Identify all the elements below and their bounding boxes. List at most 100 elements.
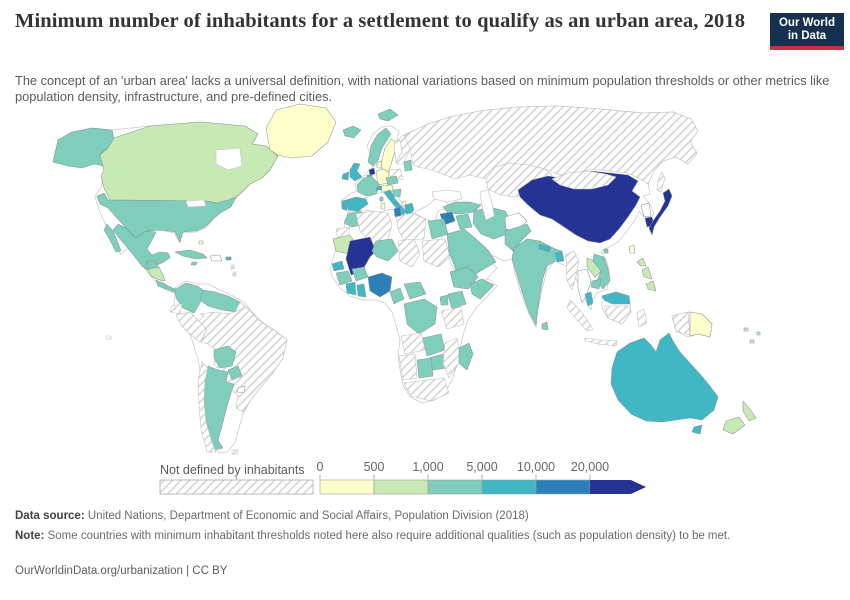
region-chad[interactable] <box>397 238 421 268</box>
region-south-africa[interactable] <box>403 377 450 402</box>
region-galapagos[interactable] <box>105 335 112 340</box>
region-mexico[interactable] <box>112 223 171 272</box>
region-somalia[interactable] <box>469 278 495 300</box>
region-senegal[interactable] <box>331 260 345 272</box>
region-malaysia-borneo[interactable] <box>601 291 631 305</box>
region-lesser-antilles[interactable] <box>230 264 237 277</box>
region-baja-california[interactable] <box>103 223 122 253</box>
region-tanzania[interactable] <box>440 306 465 330</box>
region-niger[interactable] <box>371 238 399 262</box>
region-kenya[interactable] <box>447 290 467 310</box>
legend-nodata-swatch[interactable] <box>159 479 314 495</box>
region-croatia-slovenia[interactable] <box>392 188 402 198</box>
region-papua-new-guinea[interactable] <box>689 311 713 338</box>
region-mali[interactable] <box>345 236 377 276</box>
region-sakhalin[interactable] <box>656 171 666 193</box>
region-jamaica[interactable] <box>190 261 198 266</box>
region-ecuador[interactable] <box>169 303 183 315</box>
region-philippines[interactable] <box>636 257 657 292</box>
region-nicaragua[interactable] <box>147 266 166 282</box>
region-saudi-arabia[interactable] <box>446 228 497 280</box>
region-mozambique[interactable] <box>442 337 462 379</box>
region-australia[interactable] <box>610 332 719 423</box>
region-north-korea[interactable] <box>640 202 652 218</box>
legend-swatch-3[interactable] <box>481 479 537 495</box>
region-chile[interactable] <box>197 361 217 453</box>
region-nepal[interactable] <box>538 243 552 253</box>
region-pakistan[interactable] <box>504 223 532 252</box>
region-ireland[interactable] <box>341 171 350 181</box>
region-japan[interactable] <box>648 188 673 236</box>
region-cote-divoire[interactable] <box>345 281 357 296</box>
region-czechia-slovakia[interactable] <box>385 175 399 186</box>
region-west-papua[interactable] <box>671 311 691 336</box>
region-sudan[interactable] <box>421 238 451 268</box>
region-norway[interactable] <box>367 127 392 167</box>
region-bangladesh[interactable] <box>554 250 565 263</box>
region-indonesia-borneo[interactable] <box>603 305 632 325</box>
owid-logo[interactable]: Our World in Data <box>770 13 844 50</box>
region-iceland[interactable] <box>342 125 362 139</box>
region-uganda[interactable] <box>439 294 449 306</box>
region-uruguay[interactable] <box>236 385 246 394</box>
region-pacific-islands[interactable] <box>743 327 761 344</box>
region-botswana[interactable] <box>416 357 434 379</box>
region-india[interactable] <box>511 238 562 326</box>
region-ghana[interactable] <box>356 283 367 298</box>
region-netherlands[interactable] <box>368 167 376 176</box>
region-peru[interactable] <box>175 311 208 343</box>
region-tunisia[interactable] <box>393 206 402 218</box>
region-falkland-islands[interactable] <box>231 449 239 455</box>
region-tasmania[interactable] <box>691 424 703 435</box>
region-paraguay[interactable] <box>227 365 243 381</box>
region-hainan[interactable] <box>603 248 609 254</box>
legend-swatch-5[interactable] <box>590 480 646 494</box>
region-madagascar[interactable] <box>458 342 474 371</box>
region-colombia[interactable] <box>174 282 204 314</box>
region-new-zealand-south[interactable] <box>722 416 746 435</box>
region-java[interactable] <box>584 337 618 347</box>
region-sardinia[interactable] <box>380 202 386 210</box>
region-puerto-rico[interactable] <box>225 256 232 261</box>
region-namibia[interactable] <box>398 353 418 381</box>
region-mongolia[interactable] <box>551 170 617 190</box>
region-dr-congo[interactable] <box>403 298 438 335</box>
legend-swatch-2[interactable] <box>427 479 483 495</box>
region-baltic-states[interactable] <box>403 159 413 172</box>
legend-swatch-4[interactable] <box>535 479 591 495</box>
region-corsica[interactable] <box>379 196 384 202</box>
region-central-african-republic[interactable] <box>403 281 427 300</box>
region-argentina[interactable] <box>203 365 235 451</box>
region-cambodia[interactable] <box>590 278 602 290</box>
world-choropleth-map[interactable]: Not defined by inhabitants 0 500 1,000 5,000… <box>0 100 850 500</box>
region-cuba[interactable] <box>174 249 208 260</box>
region-cameroon[interactable] <box>389 287 405 305</box>
region-guinea[interactable] <box>335 270 353 286</box>
region-myanmar[interactable] <box>564 250 580 291</box>
region-bolivia[interactable] <box>213 345 237 369</box>
region-canada[interactable] <box>99 121 279 204</box>
region-united-kingdom[interactable] <box>349 162 363 182</box>
region-malaysia-peninsula[interactable] <box>584 291 594 307</box>
region-svalbard[interactable] <box>377 108 399 122</box>
region-iraq[interactable] <box>455 213 473 230</box>
region-sri-lanka[interactable] <box>541 321 549 331</box>
region-greenland[interactable] <box>265 103 337 159</box>
region-sumatra[interactable] <box>566 299 594 332</box>
region-portugal[interactable] <box>341 199 348 211</box>
region-vietnam[interactable] <box>592 253 611 290</box>
region-brazil[interactable] <box>198 307 288 413</box>
legend-swatch-1[interactable] <box>373 479 429 495</box>
region-denmark[interactable] <box>376 160 383 169</box>
region-hispaniola[interactable] <box>209 254 223 262</box>
region-bahamas[interactable] <box>198 240 204 245</box>
region-algeria[interactable] <box>355 210 393 245</box>
region-angola[interactable] <box>400 332 426 355</box>
region-new-zealand-north[interactable] <box>742 400 757 422</box>
region-sulawesi[interactable] <box>636 308 648 328</box>
region-spain[interactable] <box>345 196 369 212</box>
region-egypt[interactable] <box>427 218 449 240</box>
region-switzerland[interactable] <box>375 185 383 191</box>
region-taiwan[interactable] <box>628 244 636 254</box>
region-nigeria[interactable] <box>367 272 393 298</box>
